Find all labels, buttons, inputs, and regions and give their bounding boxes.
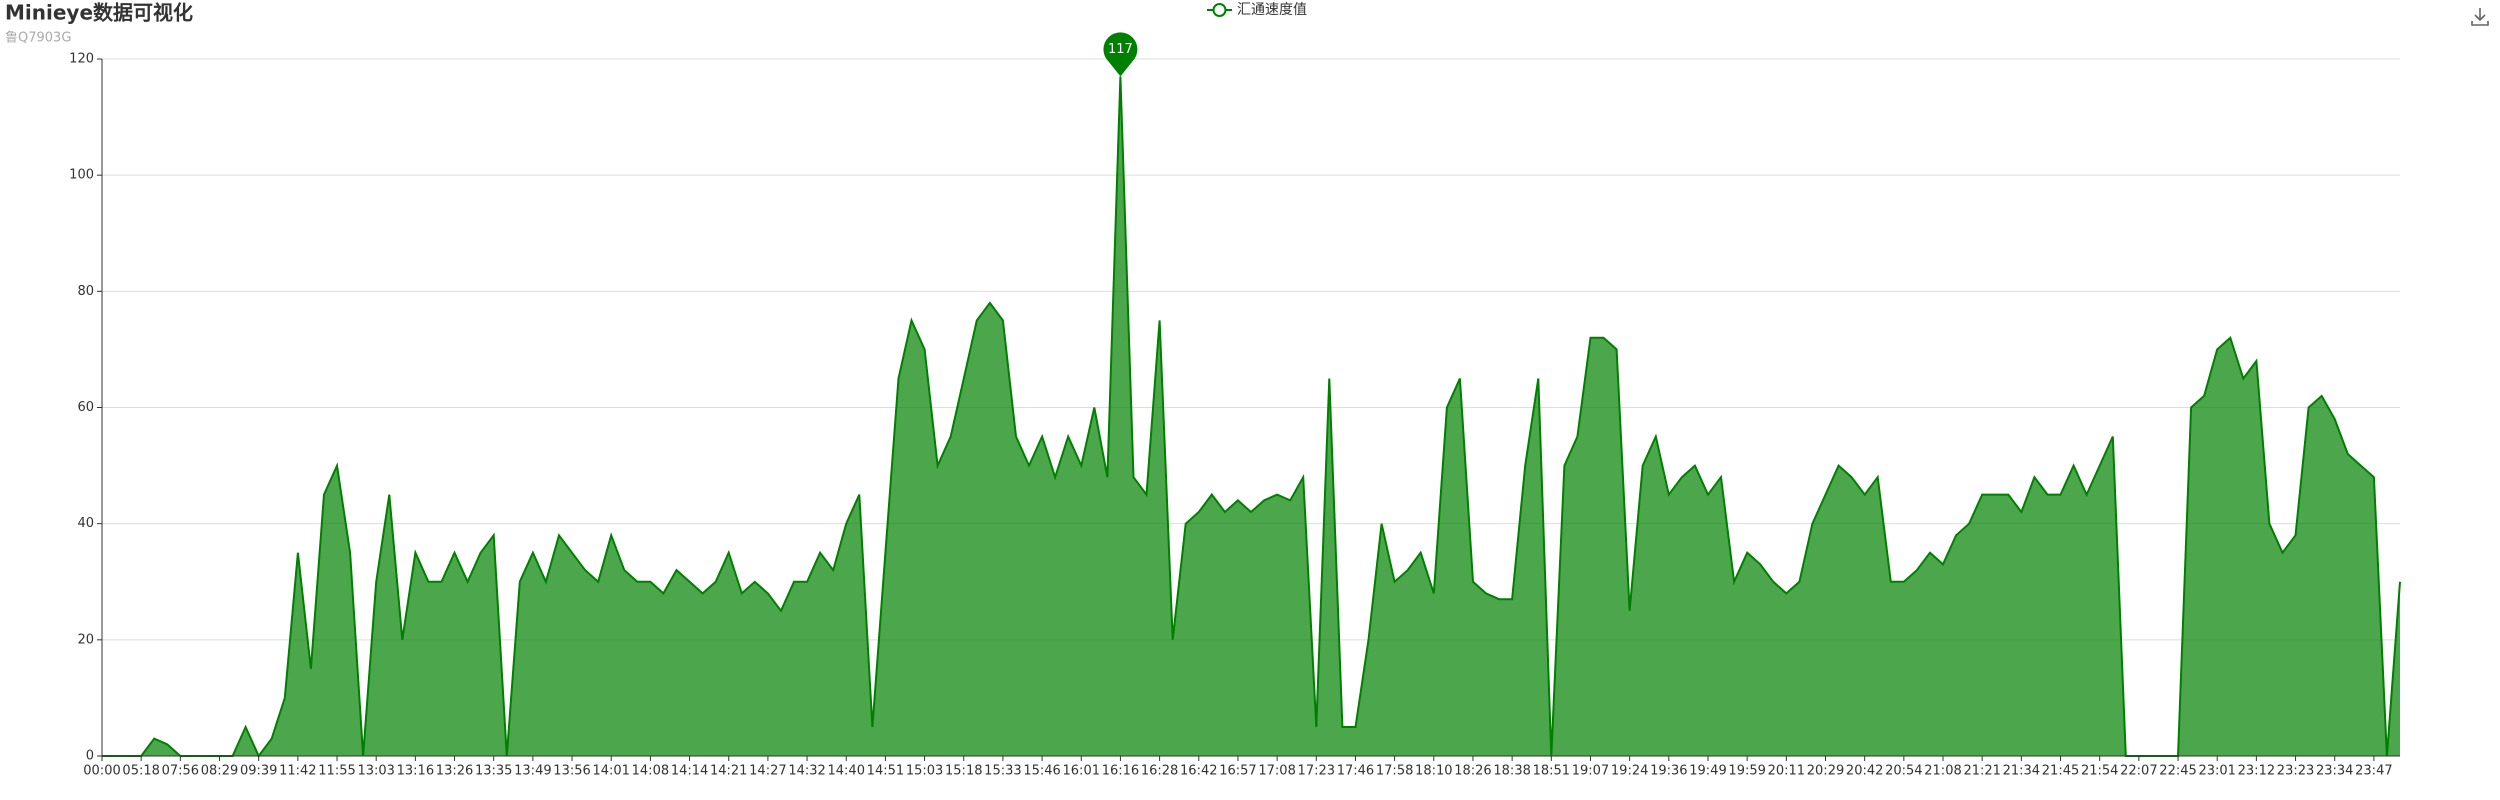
y-tick-label: 120 xyxy=(69,52,94,67)
x-tick-label: 13:16 xyxy=(397,764,434,779)
x-tick-label: 15:33 xyxy=(984,764,1021,779)
line xyxy=(102,76,2401,758)
chart-subtitle: 鲁Q7903G xyxy=(5,31,71,46)
x-tick-label: 13:03 xyxy=(357,764,394,779)
x-tick-label: 18:51 xyxy=(1533,764,1570,779)
x-tick-label: 14:21 xyxy=(710,764,747,779)
x-tick-label: 18:10 xyxy=(1415,764,1452,779)
x-tick-label: 08:29 xyxy=(201,764,238,779)
x-tick-label: 15:46 xyxy=(1023,764,1060,779)
x-tick-label: 07:56 xyxy=(162,764,199,779)
x-tick-label: 19:07 xyxy=(1572,764,1609,779)
x-tick-label: 13:35 xyxy=(475,764,512,779)
x-tick-label: 21:54 xyxy=(2081,764,2118,779)
x-tick-label: 14:27 xyxy=(749,764,786,779)
x-tick-label: 19:59 xyxy=(1728,764,1765,779)
x-tick-label: 16:57 xyxy=(1219,764,1256,779)
y-tick-label: 20 xyxy=(77,632,94,647)
x-tick-label: 15:03 xyxy=(906,764,943,779)
x-tick-label: 19:49 xyxy=(1689,764,1726,779)
mark-point-label: 117 xyxy=(1108,42,1133,57)
y-tick-label: 60 xyxy=(77,400,94,415)
y-tick-label: 80 xyxy=(77,284,94,299)
x-tick-label: 15:18 xyxy=(945,764,982,779)
x-tick-label: 13:56 xyxy=(553,764,590,779)
y-tick-label: 40 xyxy=(77,516,94,531)
x-tick-label: 23:23 xyxy=(2277,764,2314,779)
y-tick-label: 100 xyxy=(69,168,94,183)
x-tick-label: 23:12 xyxy=(2238,764,2275,779)
x-tick-label: 17:58 xyxy=(1376,764,1413,779)
x-tick-label: 14:51 xyxy=(867,764,904,779)
x-tick-label: 17:08 xyxy=(1258,764,1295,779)
area xyxy=(102,76,2400,756)
x-tick-label: 21:34 xyxy=(2003,764,2040,779)
x-tick-label: 20:11 xyxy=(1768,764,1805,779)
x-tick-label: 22:45 xyxy=(2159,764,2196,779)
x-tick-label: 16:42 xyxy=(1180,764,1217,779)
legend-label: 汇通速度值 xyxy=(1237,2,1307,18)
x-tick-label: 11:55 xyxy=(318,764,355,779)
x-tick-label: 23:01 xyxy=(2198,764,2235,779)
x-tick-label: 00:00 xyxy=(83,764,120,779)
x-tick-label: 20:29 xyxy=(1807,764,1844,779)
x-tick-label: 13:26 xyxy=(436,764,473,779)
x-tick-label: 20:54 xyxy=(1885,764,1922,779)
chart-title: Minieye数据可视化 xyxy=(5,1,193,25)
x-tick-label: 17:23 xyxy=(1298,764,1335,779)
x-tick-label: 23:47 xyxy=(2355,764,2392,779)
x-tick-label: 21:45 xyxy=(2042,764,2079,779)
x-tick-label: 05:18 xyxy=(122,764,159,779)
x-tick-label: 18:26 xyxy=(1454,764,1491,779)
x-tick-label: 17:46 xyxy=(1337,764,1374,779)
y-tick-label: 0 xyxy=(86,749,94,764)
x-tick-label: 14:14 xyxy=(671,764,708,779)
legend-marker xyxy=(1212,3,1227,17)
x-tick-label: 09:39 xyxy=(240,764,277,779)
x-tick-label: 16:28 xyxy=(1141,764,1178,779)
x-tick-label: 19:24 xyxy=(1611,764,1648,779)
x-tick-label: 16:16 xyxy=(1102,764,1139,779)
x-tick-label: 22:07 xyxy=(2120,764,2157,779)
download-icon[interactable] xyxy=(2471,8,2489,26)
x-tick-label: 14:01 xyxy=(592,764,629,779)
x-tick-label: 19:36 xyxy=(1650,764,1687,779)
x-tick-label: 20:42 xyxy=(1846,764,1883,779)
x-tick-label: 11:42 xyxy=(279,764,316,779)
x-tick-label: 14:32 xyxy=(788,764,825,779)
x-tick-label: 21:21 xyxy=(1963,764,2000,779)
x-tick-label: 18:38 xyxy=(1493,764,1530,779)
mark-point xyxy=(1103,32,1138,77)
x-tick-label: 16:01 xyxy=(1063,764,1100,779)
x-tick-label: 14:40 xyxy=(828,764,865,779)
x-tick-label: 13:49 xyxy=(514,764,551,779)
x-tick-label: 14:08 xyxy=(632,764,669,779)
x-tick-label: 21:08 xyxy=(1924,764,1961,779)
x-tick-label: 23:34 xyxy=(2316,764,2353,779)
